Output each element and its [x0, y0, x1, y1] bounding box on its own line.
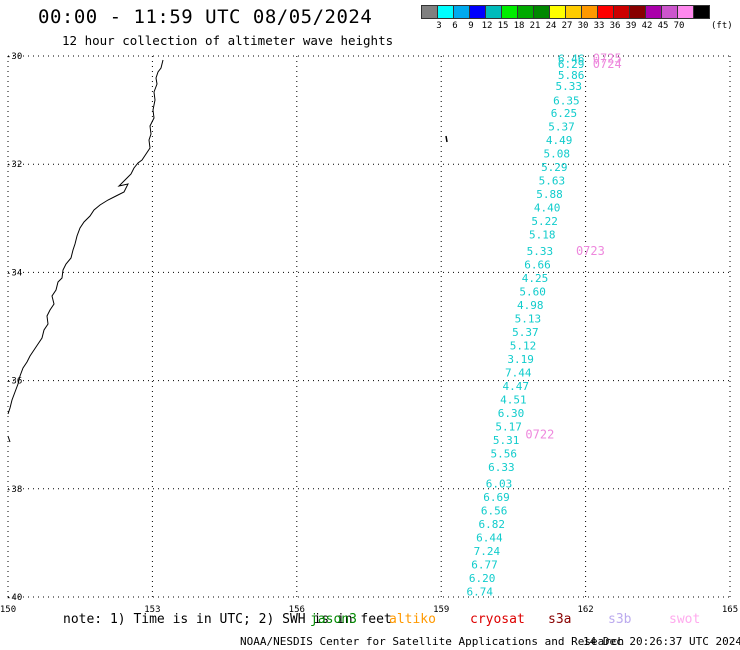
wave-height-label: 5.37 [548, 120, 575, 133]
wave-height-label: 6.82 [478, 518, 505, 531]
satellite-label-cryosat: cryosat [470, 612, 525, 627]
wave-height-label: 6.25 [551, 107, 578, 120]
wave-height-label: 5.86 [558, 69, 585, 82]
pass-time-label: 0723 [576, 244, 605, 258]
wave-height-label: 5.63 [539, 174, 566, 187]
wave-height-label: 5.29 [541, 161, 568, 174]
color-scale-tick-label: 12 [481, 21, 493, 31]
lon-tick-label: 150 [0, 605, 16, 615]
wave-height-label: 5.88 [536, 188, 563, 201]
pass-time-label: 0722 [525, 428, 554, 442]
lat-tick-label: -30 [6, 52, 22, 62]
wave-height-label: 6.03 [486, 477, 513, 490]
wave-height-label: 5.22 [531, 215, 558, 228]
wave-height-label: 4.40 [534, 201, 561, 214]
wave-height-label: 5.12 [510, 339, 537, 352]
wave-height-label: 4.47 [503, 380, 530, 393]
wave-height-label: 3.19 [507, 353, 534, 366]
color-scale-tick-label: 30 [577, 21, 589, 31]
wave-height-label: 7.24 [474, 545, 501, 558]
page-subtitle: 12 hour collection of altimeter wave hei… [62, 33, 394, 48]
color-scale-ticks: 3 6 9 12 15 18 21 24 27 30 33 36 39 42 45 70 [421, 19, 709, 33]
lat-tick-label: -34 [6, 268, 22, 278]
wave-height-label: 5.33 [556, 80, 583, 93]
color-scale-tick-label: 6 [452, 21, 458, 31]
wave-height-label: 6.74 [466, 586, 493, 599]
color-scale-tick-label: 39 [625, 21, 637, 31]
color-scale-legend: 3 6 9 12 15 18 21 24 27 30 33 36 39 42 45 70 (ft) [421, 5, 733, 33]
wave-height-label: 5.33 [527, 245, 554, 258]
wave-height-label: 7.44 [505, 366, 532, 379]
wave-height-label: 6.20 [469, 572, 496, 585]
color-scale-tick-label: 27 [561, 21, 573, 31]
wave-height-label: 6.29 [558, 58, 585, 71]
island-outline [445, 135, 448, 143]
lon-tick-label: 165 [722, 605, 738, 615]
color-scale-tick-label: 21 [529, 21, 541, 31]
lon-tick-label: 153 [144, 605, 160, 615]
wave-height-label: 5.13 [515, 312, 542, 325]
wave-height-label: 6.30 [498, 407, 525, 420]
color-scale-tick-label: 42 [641, 21, 653, 31]
color-scale-tick-label: 3 [436, 21, 442, 31]
wave-height-label: 4.51 [500, 394, 527, 407]
wave-height-label: 5.08 [543, 147, 570, 160]
wave-height-label: 4.49 [546, 134, 573, 147]
wave-height-label: 6.44 [476, 531, 503, 544]
wave-height-label: 6.77 [471, 559, 498, 572]
wave-height-label: 4.25 [522, 272, 549, 285]
wave-height-label: 5.56 [491, 448, 518, 461]
wave-height-label: 6.35 [553, 94, 580, 107]
wave-height-label: 6.66 [524, 258, 551, 271]
lon-tick-label: 156 [289, 605, 305, 615]
lat-tick-label: -38 [6, 485, 22, 495]
lat-tick-label: -36 [6, 377, 22, 387]
wave-height-label: 4.98 [517, 299, 544, 312]
island-outline [7, 435, 11, 443]
coastline [7, 59, 164, 415]
color-scale-tick-label: 9 [468, 21, 474, 31]
footer-note: note: 1) Time is in UTC; 2) SWH is in fe… [63, 612, 392, 627]
lat-tick-label: -40 [6, 593, 22, 603]
color-scale-tick-label: 33 [593, 21, 605, 31]
lat-tick-label: -32 [6, 160, 22, 170]
satellite-label-swot: swot [669, 612, 701, 627]
page-title: 00:00 - 11:59 UTC 08/05/2024 [38, 6, 373, 28]
color-scale-tick-label: 18 [513, 21, 525, 31]
pass-time-label: 0724 [593, 57, 622, 71]
wave-height-label: 5.31 [493, 434, 520, 447]
color-scale-tick-label: 45 [657, 21, 669, 31]
footer-credit: NOAA/NESDIS Center for Satellite Applica… [240, 635, 625, 648]
color-scale-tick-label: 24 [545, 21, 557, 31]
lon-tick-label: 162 [577, 605, 593, 615]
satellite-label-s3b: s3b [608, 612, 632, 627]
footer-timestamp: 14 Dec 20:26:37 UTC 2024 [583, 635, 740, 648]
lon-tick-label: 159 [433, 605, 449, 615]
wave-height-label: 6.46 [558, 53, 585, 66]
wave-height-label: 5.37 [512, 326, 539, 339]
pass-time-label: 0725 [593, 52, 622, 66]
color-scale-bar [421, 5, 710, 19]
satellite-label-s3a: s3a [548, 612, 572, 627]
color-swatch [693, 5, 710, 19]
wave-height-label: 6.56 [481, 504, 508, 517]
satellite-label-jason3: jason3 [310, 612, 357, 627]
wave-height-label: 5.17 [495, 421, 522, 434]
wave-height-label: 6.69 [483, 491, 510, 504]
color-scale-unit: (ft) [711, 21, 733, 31]
wave-height-label: 5.60 [519, 285, 546, 298]
wave-height-label: 5.18 [529, 229, 556, 242]
color-scale-tick-label: 36 [609, 21, 621, 31]
color-scale-tick-label: 15 [497, 21, 509, 31]
wave-height-label: 6.33 [488, 461, 515, 474]
satellite-label-altiko: altiko [389, 612, 436, 627]
color-scale-tick-label: 70 [673, 21, 685, 31]
